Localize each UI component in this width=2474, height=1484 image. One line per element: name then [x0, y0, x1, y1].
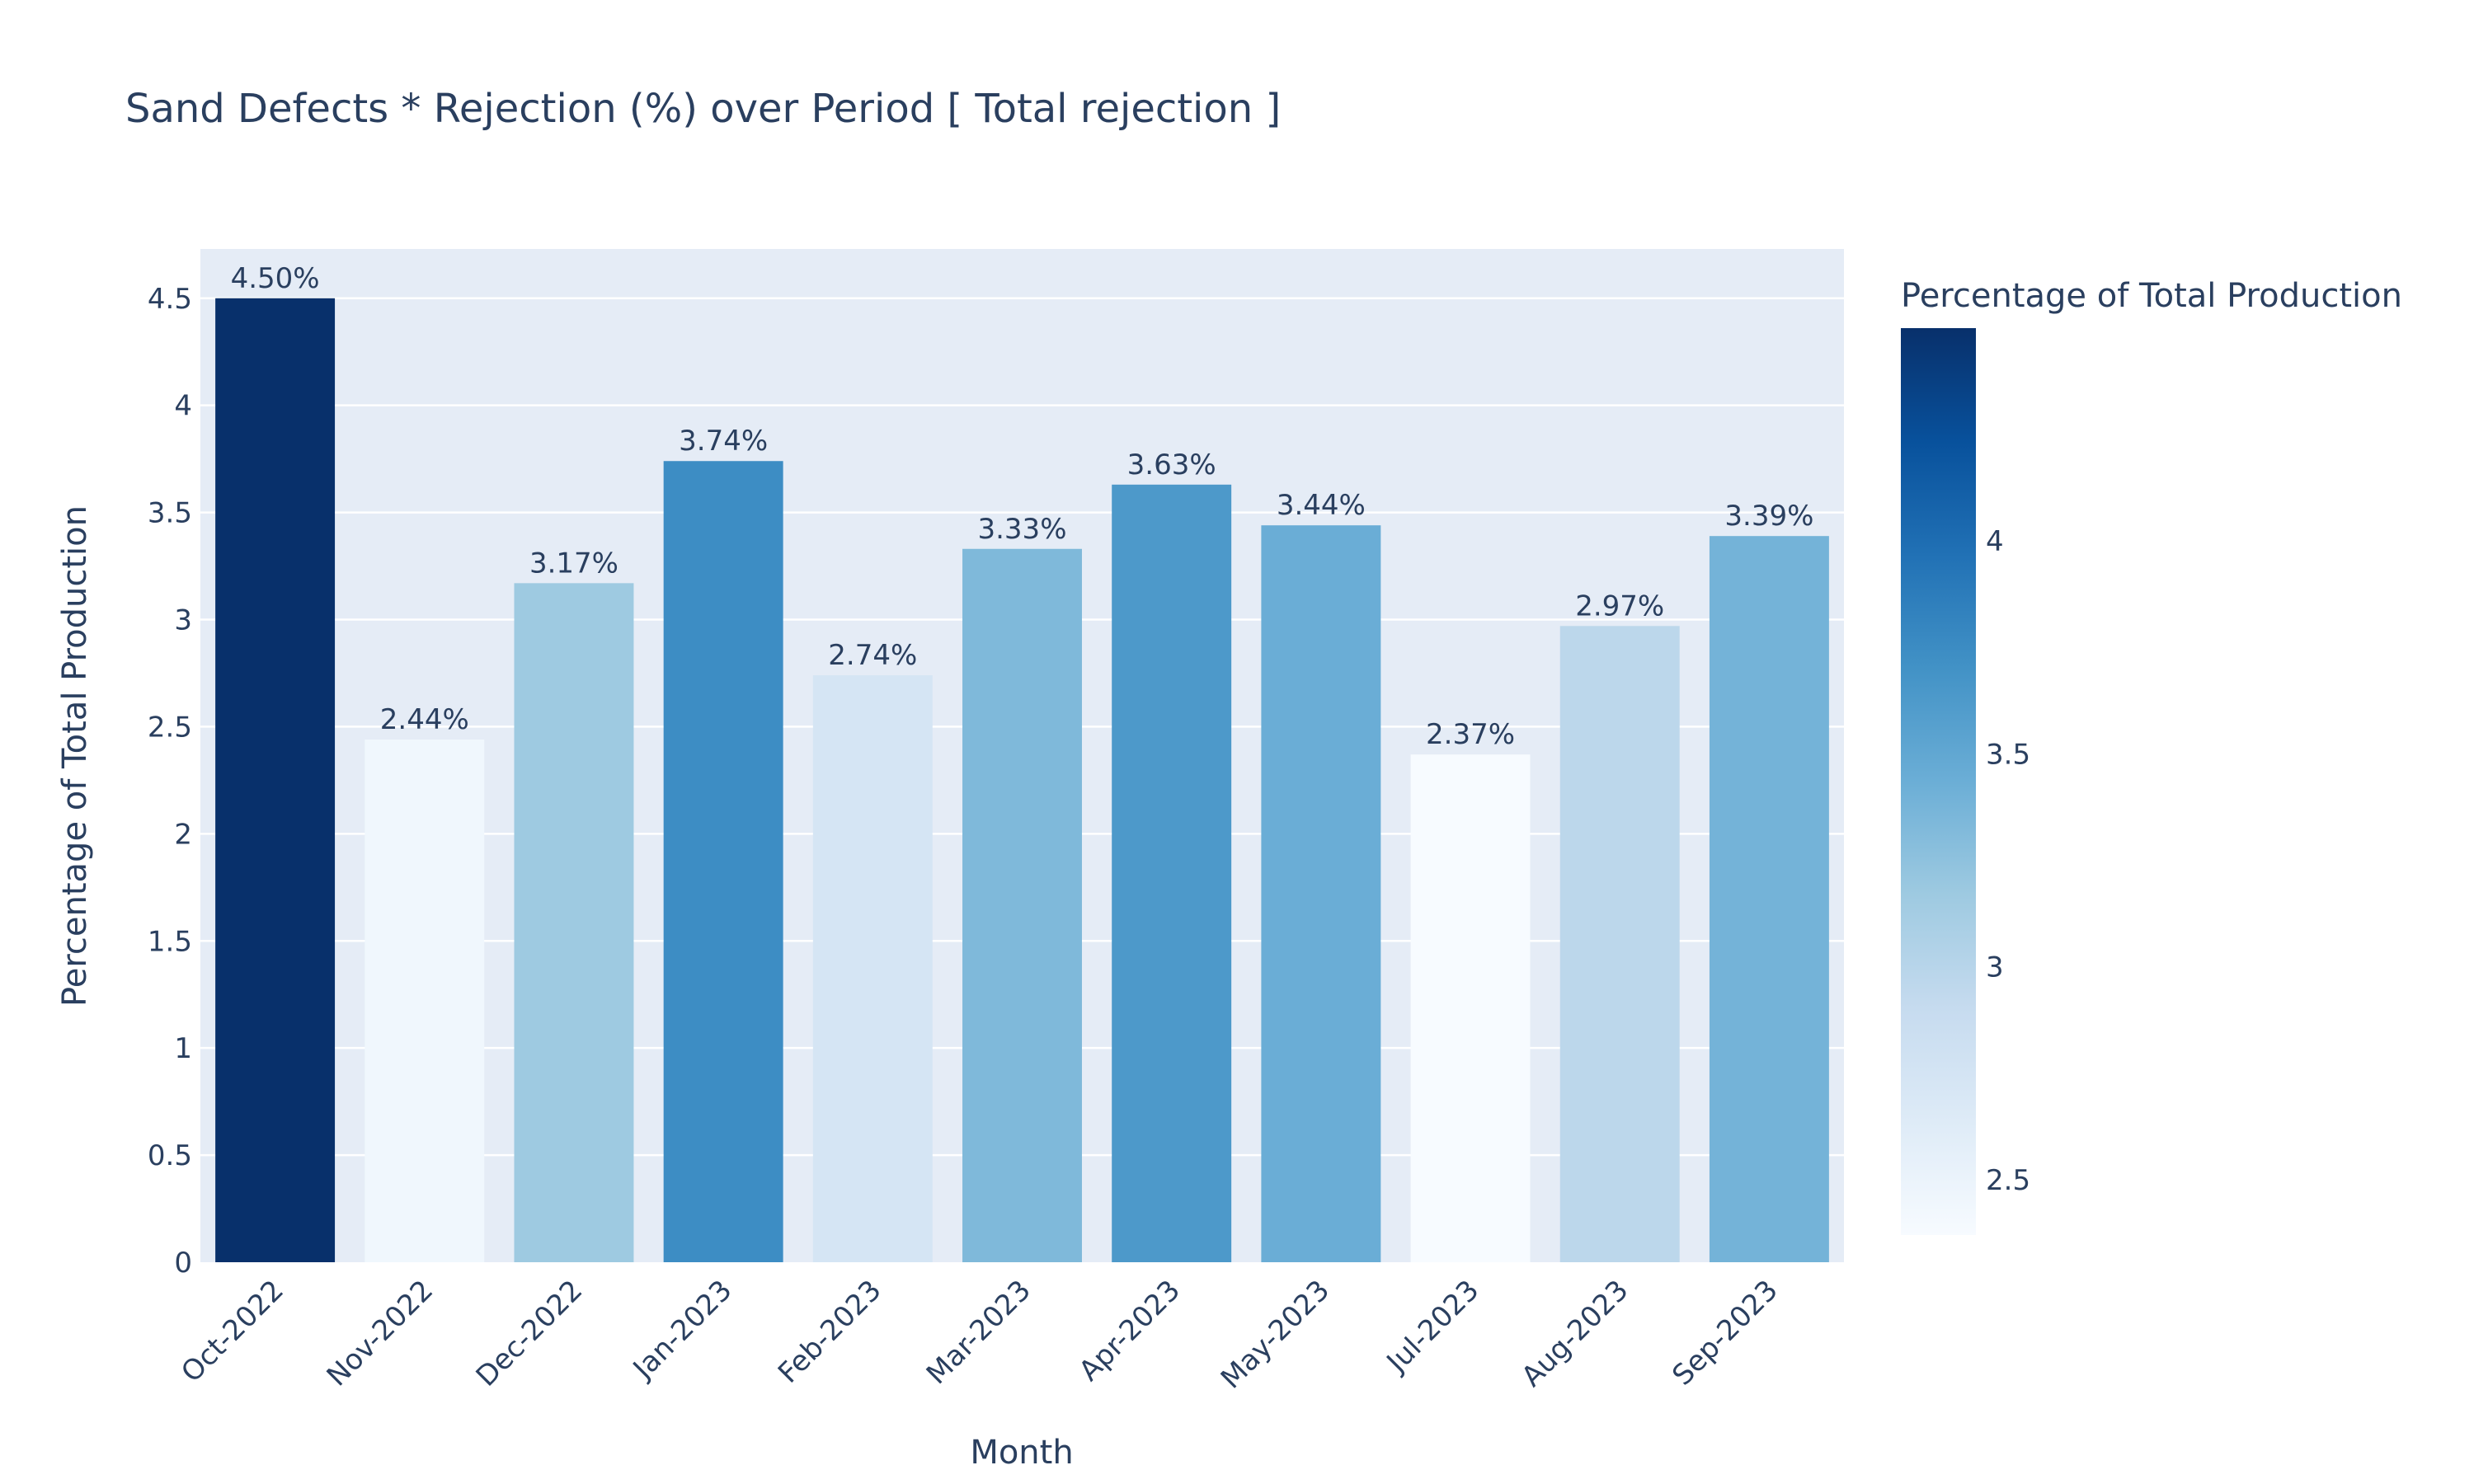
y-tick-label: 2: [174, 818, 192, 851]
bar-value-label: 3.33%: [977, 513, 1066, 546]
bar-value-labels: 4.50% 2.44% 3.17% 3.74% 2.74% 3.33% 3.63% 3.44%…: [231, 262, 1814, 751]
bar-value-label: 2.37%: [1426, 718, 1515, 751]
x-tick-label: Jul-2023: [1380, 1274, 1486, 1380]
x-tick-label: Jan-2023: [626, 1274, 739, 1387]
bar: [215, 298, 336, 1262]
bar-value-label: 2.74%: [828, 639, 917, 672]
y-tick-label: 1: [174, 1032, 192, 1065]
y-tick-label: 0.5: [148, 1139, 192, 1172]
y-tick-label: 3: [174, 604, 192, 637]
y-axis-ticks: 0 0.5 1 1.5 2 2.5 3 3.5 4 4.5: [148, 283, 192, 1280]
colorbar-title: Percentage of Total Production: [1901, 277, 2402, 315]
y-tick-label: 0: [174, 1247, 192, 1280]
x-tick-label: Oct-2022: [175, 1274, 290, 1389]
bar: [663, 461, 783, 1262]
y-tick-label: 3.5: [148, 497, 192, 530]
colorbar-tick-label: 3: [1986, 951, 2004, 984]
colorbar-gradient: [1901, 328, 1976, 1235]
bar: [1112, 484, 1232, 1262]
x-tick-label: Mar-2023: [920, 1274, 1037, 1391]
x-tick-label: Feb-2023: [772, 1274, 888, 1390]
bars: [215, 298, 1829, 1262]
bar-value-label: 3.44%: [1277, 489, 1366, 522]
x-tick-label: May-2023: [1215, 1274, 1336, 1395]
bar: [812, 675, 933, 1262]
bar-value-label: 3.63%: [1127, 448, 1216, 481]
bar-value-label: 3.17%: [529, 547, 618, 580]
colorbar-tick-label: 2.5: [1986, 1164, 2030, 1197]
colorbar-ticks: 2.5 3 3.5 4: [1986, 525, 2030, 1197]
bar: [514, 583, 634, 1262]
bar: [1559, 626, 1680, 1262]
bar-value-label: 2.44%: [380, 703, 469, 736]
x-axis-ticks: Oct-2022 Nov-2022 Dec-2022 Jan-2023 Feb-2023…: [175, 1274, 1785, 1395]
y-axis-title: Percentage of Total Production: [56, 505, 94, 1007]
x-axis-title: Month: [970, 1434, 1073, 1472]
colorbar-tick-label: 4: [1986, 525, 2004, 558]
bar: [1410, 754, 1531, 1262]
x-tick-label: Dec-2022: [470, 1274, 590, 1393]
y-tick-label: 4.5: [148, 283, 192, 316]
bar: [1261, 525, 1381, 1262]
chart-title: Sand Defects * Rejection (%) over Period…: [125, 86, 1281, 132]
bar: [365, 740, 485, 1262]
bar: [1709, 536, 1829, 1262]
colorbar-tick-label: 3.5: [1986, 738, 2030, 771]
x-tick-label: Apr-2023: [1073, 1274, 1187, 1388]
bar-value-label: 4.50%: [231, 262, 320, 295]
x-tick-label: Nov-2022: [321, 1274, 440, 1392]
y-tick-label: 1.5: [148, 925, 192, 958]
x-tick-label: Aug-2023: [1516, 1274, 1635, 1393]
bar: [962, 548, 1082, 1262]
bar-value-label: 3.74%: [679, 425, 768, 458]
y-tick-label: 2.5: [148, 711, 192, 744]
colorbar: Percentage of Total Production 2.5 3 3.5 4: [1901, 277, 2402, 1235]
x-tick-label: Sep-2023: [1666, 1274, 1784, 1392]
y-tick-label: 4: [174, 390, 192, 423]
bar-value-label: 2.97%: [1575, 589, 1664, 622]
bar-value-label: 3.39%: [1724, 500, 1813, 533]
